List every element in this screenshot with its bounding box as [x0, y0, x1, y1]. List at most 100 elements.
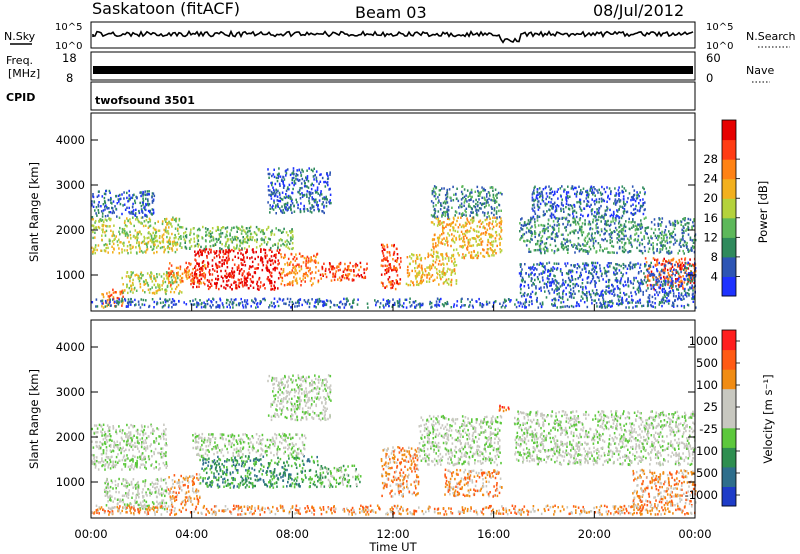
power-cell	[383, 245, 386, 248]
power-cell	[621, 214, 624, 218]
power-cell	[111, 202, 113, 205]
power-cell	[235, 281, 237, 284]
power-cell	[289, 242, 291, 245]
power-cell	[303, 207, 306, 210]
power-cell	[254, 257, 256, 261]
power-cell	[416, 257, 419, 260]
power-cell	[164, 288, 166, 292]
power-cell	[596, 230, 598, 233]
power-cell	[565, 229, 567, 232]
power-cell	[562, 305, 564, 309]
power-cell	[140, 271, 143, 274]
power-cell	[306, 175, 309, 178]
power-cell	[538, 187, 541, 190]
power-cell	[308, 305, 311, 309]
power-cell	[565, 293, 567, 296]
power-cell	[262, 264, 265, 267]
power-cell	[574, 220, 577, 223]
power-cell	[240, 252, 242, 255]
power-cell	[318, 297, 321, 301]
power-cell	[394, 287, 397, 291]
power-cell	[489, 186, 492, 189]
power-cell	[248, 238, 251, 242]
power-cell	[534, 185, 536, 188]
power-cell	[109, 218, 111, 221]
power-cell	[444, 193, 447, 197]
power-cell	[283, 243, 286, 247]
power-cell	[250, 305, 252, 308]
power-cell	[486, 223, 488, 226]
power-cell	[472, 200, 475, 203]
power-cell	[291, 283, 294, 287]
power-cell	[122, 300, 124, 304]
power-cell	[409, 255, 411, 258]
power-cell	[678, 260, 681, 264]
power-cell	[661, 217, 664, 220]
power-cell	[550, 198, 553, 201]
power-cell	[147, 242, 149, 245]
power-cell	[284, 253, 286, 257]
power-cell	[215, 250, 218, 253]
power-cell	[287, 196, 290, 199]
power-cell	[608, 197, 611, 201]
power-cell	[307, 180, 310, 183]
power-cell	[666, 251, 668, 254]
power-cell	[138, 244, 140, 247]
power-cell	[596, 208, 598, 211]
power-cell	[658, 234, 661, 238]
power-cell	[266, 228, 268, 231]
power-cell	[437, 201, 439, 204]
power-cell	[352, 301, 354, 305]
power-cell	[249, 257, 251, 260]
power-cell	[193, 272, 196, 276]
freq-tick-bottom: 8	[66, 71, 73, 85]
power-cell	[168, 267, 170, 270]
power-cell	[299, 298, 302, 301]
power-cell	[126, 217, 128, 220]
power-cell	[152, 192, 155, 195]
power-cell	[168, 298, 171, 301]
power-cell	[693, 246, 695, 249]
cpid-program: twofsound 3501	[95, 94, 195, 107]
power-cell	[179, 267, 182, 271]
power-cell	[592, 221, 594, 224]
power-cell	[100, 219, 103, 222]
power-cell	[101, 299, 104, 302]
power-cell	[430, 253, 432, 256]
power-cell	[194, 298, 197, 301]
power-cell	[299, 193, 301, 196]
power-cell	[150, 238, 152, 242]
power-cell	[565, 205, 567, 209]
power-cell	[175, 244, 177, 247]
power-cell	[106, 219, 108, 222]
power-cell	[94, 244, 97, 247]
power-cell	[460, 230, 463, 233]
power-cell	[492, 189, 494, 192]
power-cell	[626, 200, 628, 204]
power-cell	[230, 240, 233, 243]
power-cell	[135, 289, 138, 292]
power-cell	[468, 222, 471, 225]
power-cell	[614, 218, 617, 222]
power-cell	[231, 272, 234, 275]
power-cell	[134, 274, 136, 277]
power-cell	[300, 265, 303, 268]
power-cell	[679, 220, 682, 223]
power-cell	[569, 195, 571, 198]
power-cell	[161, 288, 163, 291]
power-cell	[283, 203, 286, 206]
power-cell	[337, 278, 339, 281]
power-cell	[231, 236, 234, 239]
power-cell	[464, 199, 466, 202]
power-cell	[104, 250, 107, 253]
power-cell	[625, 220, 627, 223]
power-cell	[493, 250, 496, 253]
power-cell	[641, 304, 643, 308]
power-cell	[330, 279, 333, 282]
power-cell	[291, 178, 293, 182]
power-cell	[291, 177, 294, 180]
power-cell	[272, 262, 274, 265]
power-cell	[448, 188, 451, 191]
power-cell	[594, 188, 596, 191]
power-cell	[201, 237, 204, 240]
